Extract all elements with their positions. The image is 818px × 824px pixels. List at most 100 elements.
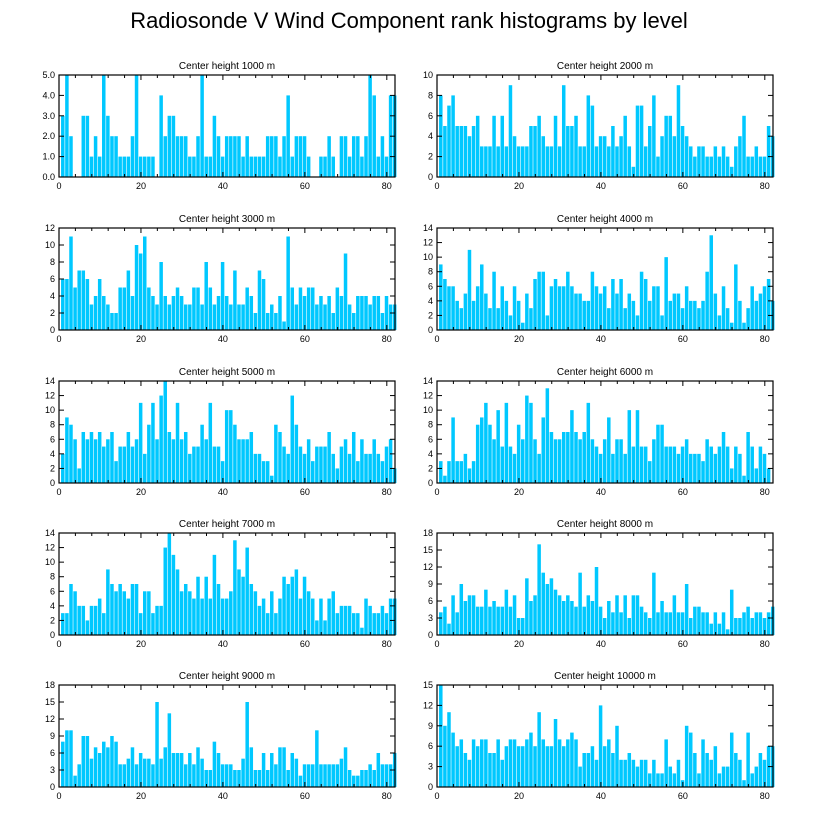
- histogram-bar: [602, 618, 607, 635]
- histogram-bar: [331, 313, 335, 330]
- histogram-bar: [237, 569, 241, 635]
- y-tick-label: 0: [50, 478, 55, 488]
- y-tick-label: 15: [423, 680, 433, 690]
- histogram-bar: [619, 759, 623, 787]
- histogram-bar: [512, 286, 517, 330]
- histogram-bar: [672, 446, 677, 483]
- histogram-bar: [475, 286, 480, 330]
- histogram-bar: [204, 439, 208, 483]
- histogram-bar: [61, 279, 65, 330]
- y-tick-label: 6: [428, 434, 433, 444]
- histogram-bar: [516, 146, 521, 177]
- histogram-bar: [384, 446, 389, 483]
- histogram-bar: [380, 313, 385, 330]
- histogram-bar: [742, 780, 746, 787]
- histogram-bar: [323, 156, 327, 177]
- histogram-bar: [351, 136, 356, 177]
- histogram-panel: Center height 9000 m 0 20 40 60 80 0 3 6 9 12 15 18: [45, 671, 397, 801]
- histogram-bar: [89, 156, 94, 177]
- histogram-bar: [492, 271, 496, 330]
- histogram-bar: [360, 296, 364, 330]
- histogram-bar: [356, 136, 360, 177]
- histogram-bar: [762, 156, 767, 177]
- histogram-bar: [652, 572, 656, 635]
- histogram-bar: [570, 601, 574, 635]
- panel-title: Center height 2000 m: [557, 61, 653, 72]
- y-tick-label: 10: [423, 70, 433, 80]
- histogram-bar: [615, 725, 619, 787]
- histogram-bar: [684, 725, 689, 787]
- histogram-bar: [323, 620, 327, 635]
- histogram-bar: [627, 410, 632, 483]
- histogram-bar: [339, 758, 344, 787]
- histogram-bar: [343, 747, 348, 787]
- histogram-bar: [85, 115, 90, 177]
- histogram-bar: [541, 417, 545, 483]
- histogram-bar: [261, 461, 266, 483]
- x-tick-label: 0: [434, 791, 439, 801]
- histogram-bar: [327, 764, 331, 787]
- histogram-bar: [241, 439, 245, 483]
- y-tick-label: 12: [45, 391, 55, 401]
- histogram-bar: [327, 136, 331, 177]
- histogram-bar: [631, 166, 636, 177]
- histogram-bar: [639, 759, 644, 787]
- histogram-bar: [529, 732, 533, 787]
- histogram-bar: [241, 758, 245, 787]
- histogram-bar: [512, 595, 517, 635]
- y-tick-label: 1.0: [42, 152, 55, 162]
- histogram-bar: [635, 766, 640, 787]
- histogram-bar: [179, 439, 184, 483]
- histogram-bar: [508, 446, 513, 483]
- histogram-bar: [713, 612, 718, 635]
- histogram-bar: [701, 461, 705, 483]
- x-tick-label: 0: [56, 639, 61, 649]
- y-tick-label: 12: [45, 543, 55, 553]
- panel-title: Center height 3000 m: [179, 214, 275, 225]
- histogram-bar: [680, 612, 685, 635]
- histogram-bar: [73, 439, 77, 483]
- histogram-bar: [216, 296, 221, 330]
- x-tick-label: 0: [56, 334, 61, 344]
- histogram-bar: [463, 753, 468, 787]
- histogram-bar: [212, 446, 217, 483]
- histogram-bar: [508, 85, 513, 177]
- histogram-bar: [750, 446, 754, 483]
- histogram-bar: [660, 136, 664, 177]
- histogram-bar: [709, 446, 713, 483]
- histogram-bar: [188, 453, 192, 483]
- histogram-bar: [356, 613, 360, 635]
- histogram-bar: [200, 598, 204, 635]
- histogram-bar: [697, 146, 701, 177]
- y-tick-label: 8: [428, 267, 433, 277]
- histogram-bar: [270, 753, 274, 787]
- histogram-bar: [134, 764, 139, 787]
- histogram-bar: [729, 468, 734, 483]
- histogram-bar: [110, 584, 114, 635]
- histogram-bar: [306, 287, 311, 330]
- histogram-bar: [200, 304, 204, 330]
- histogram-bar: [660, 315, 664, 330]
- histogram-bar: [680, 308, 685, 330]
- y-tick-label: 12: [45, 223, 55, 233]
- y-tick-label: 0: [428, 325, 433, 335]
- histogram-bar: [73, 591, 77, 635]
- plot-frame: [436, 684, 774, 788]
- histogram-bar: [290, 576, 295, 635]
- histogram-bar: [61, 115, 65, 177]
- histogram-bar: [742, 115, 746, 177]
- histogram-bar: [574, 115, 578, 177]
- histogram-bar: [278, 598, 282, 635]
- histogram-bar: [167, 115, 172, 177]
- histogram-bar: [347, 304, 352, 330]
- histogram-bar: [676, 453, 681, 483]
- histogram-bar: [566, 595, 570, 635]
- histogram-bar: [237, 304, 241, 330]
- histogram-bar: [602, 286, 607, 330]
- histogram-bar: [249, 156, 254, 177]
- histogram-bar: [570, 286, 574, 330]
- histogram-bar: [746, 606, 750, 635]
- histogram-bar: [627, 753, 632, 787]
- histogram-bar: [138, 753, 143, 787]
- x-tick-label: 20: [136, 181, 146, 191]
